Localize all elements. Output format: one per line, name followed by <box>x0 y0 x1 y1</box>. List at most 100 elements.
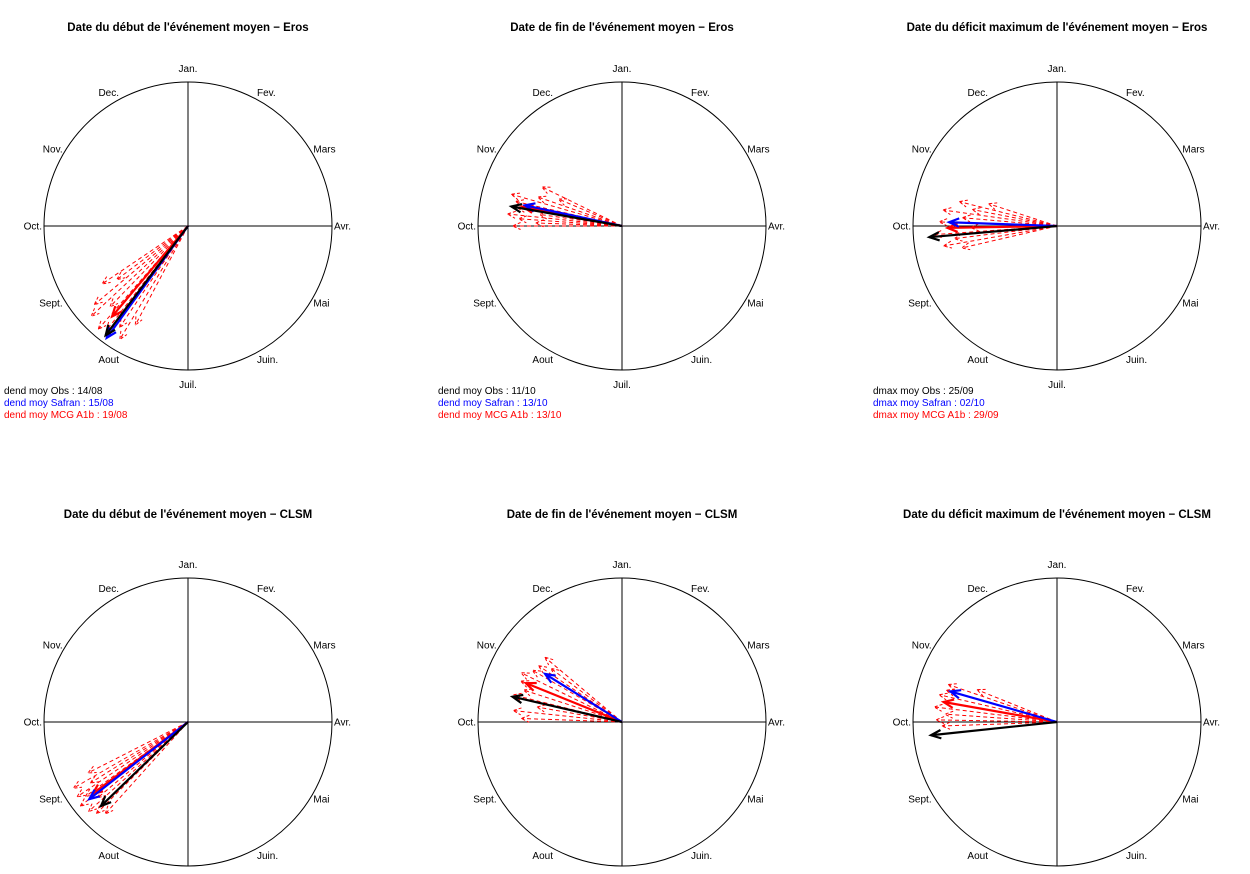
month-label: Nov. <box>912 145 932 156</box>
member-arrow <box>941 207 1058 227</box>
member-arrow <box>522 688 623 723</box>
safran-mean-arrow <box>542 672 623 723</box>
obs-mean-arrow <box>928 720 1058 740</box>
legend-safran: dend moy Safran : 15/08 <box>4 398 114 409</box>
legend-safran: dmax moy Safran : 02/10 <box>873 398 985 409</box>
month-label: Mai <box>747 795 763 806</box>
member-arrow <box>506 210 623 227</box>
month-label: Avr. <box>1203 222 1220 233</box>
polar-panel-4: Date du début de l'événement moyen − CLS… <box>24 509 351 867</box>
member-arrow <box>536 195 623 227</box>
member-arrow <box>75 721 189 798</box>
member-arrow <box>86 721 189 774</box>
panel-title: Date du déficit maximum de l'événement m… <box>903 509 1211 521</box>
month-label: Oct. <box>24 222 42 233</box>
member-arrow <box>72 721 189 789</box>
month-label: Aout <box>967 355 988 366</box>
month-label: Juin. <box>691 851 712 862</box>
month-label: Juin. <box>691 355 712 366</box>
month-label: Fev. <box>691 88 710 99</box>
month-label: Dec. <box>98 584 119 595</box>
panel-title: Date du déficit maximum de l'événement m… <box>907 22 1208 34</box>
month-label: Avr. <box>334 718 351 729</box>
panel-title: Date du début de l'événement moyen − Ero… <box>67 22 308 34</box>
month-label: Juin. <box>257 355 278 366</box>
panel-title: Date de fin de l'événement moyen − Eros <box>510 22 734 34</box>
month-label: Dec. <box>98 88 119 99</box>
month-label: Nov. <box>477 145 497 156</box>
month-label: Mai <box>313 795 329 806</box>
month-label: Aout <box>532 355 553 366</box>
member-arrow <box>937 692 1058 723</box>
month-label: Sept. <box>908 795 931 806</box>
month-label: Oct. <box>893 718 911 729</box>
month-label: Juil. <box>1048 380 1066 391</box>
member-arrow <box>540 186 623 227</box>
month-label: Dec. <box>967 88 988 99</box>
month-label: Aout <box>532 851 553 862</box>
member-arrow <box>970 207 1058 227</box>
member-arrow <box>520 714 623 723</box>
month-label: Sept. <box>908 299 931 310</box>
month-label: Avr. <box>334 222 351 233</box>
month-label: Juin. <box>1126 355 1147 366</box>
month-label: Juil. <box>179 380 197 391</box>
obs-mean-arrow <box>926 224 1058 242</box>
polar-panel-2: Date de fin de l'événement moyen − Eros J… <box>438 22 785 421</box>
month-label: Aout <box>98 851 119 862</box>
member-arrow <box>511 222 622 230</box>
safran-mean-arrow <box>87 721 189 801</box>
month-label: Oct. <box>458 718 476 729</box>
member-arrow <box>517 215 623 227</box>
safran-mean-arrow <box>946 217 1058 228</box>
month-label: Mars <box>313 145 335 156</box>
month-label: Fev. <box>1126 584 1145 595</box>
member-arrow <box>549 667 623 723</box>
obs-mean-arrow <box>103 225 189 338</box>
member-arrow <box>134 225 189 327</box>
safran-mean-arrow <box>947 689 1058 724</box>
month-label: Nov. <box>43 641 63 652</box>
polar-panel-1: Date du début de l'événement moyen − Ero… <box>4 22 351 421</box>
month-label: Oct. <box>24 718 42 729</box>
member-arrow <box>119 225 189 341</box>
month-label: Mai <box>747 299 763 310</box>
member-arrow <box>90 225 189 318</box>
member-arrow <box>89 721 189 784</box>
month-label: Sept. <box>473 795 496 806</box>
month-label: Jan. <box>179 560 198 571</box>
member-arrow <box>510 192 623 227</box>
obs-mean-arrow <box>509 693 623 724</box>
member-arrow <box>118 225 189 329</box>
member-arrow <box>934 716 1058 724</box>
month-label: Nov. <box>43 145 63 156</box>
month-label: Mai <box>1182 299 1198 310</box>
member-arrow <box>104 721 189 815</box>
month-label: Dec. <box>967 584 988 595</box>
month-label: Fev. <box>257 584 276 595</box>
month-label: Jan. <box>1048 64 1067 75</box>
panel-title: Date de fin de l'événement moyen − CLSM <box>507 509 738 521</box>
month-label: Jan. <box>1048 560 1067 571</box>
member-arrow <box>946 683 1058 723</box>
polar-panel-6: Date du déficit maximum de l'événement m… <box>893 509 1220 867</box>
legend-obs: dmax moy Obs : 25/09 <box>873 386 974 397</box>
month-label: Dec. <box>532 88 553 99</box>
member-arrow <box>975 688 1058 723</box>
legend-obs: dend moy Obs : 11/10 <box>438 386 536 397</box>
month-label: Fev. <box>1126 88 1145 99</box>
member-arrow <box>543 656 623 723</box>
month-label: Avr. <box>768 718 785 729</box>
month-label: Mars <box>313 641 335 652</box>
member-arrow <box>115 225 189 281</box>
member-arrow <box>109 225 189 308</box>
month-label: Oct. <box>893 222 911 233</box>
month-label: Juin. <box>1126 851 1147 862</box>
month-label: Fev. <box>257 88 276 99</box>
legend-obs: dend moy Obs : 14/08 <box>4 386 103 397</box>
obs-mean-arrow <box>98 721 189 808</box>
month-label: Jan. <box>613 560 632 571</box>
month-label: Avr. <box>768 222 785 233</box>
month-label: Avr. <box>1203 718 1220 729</box>
